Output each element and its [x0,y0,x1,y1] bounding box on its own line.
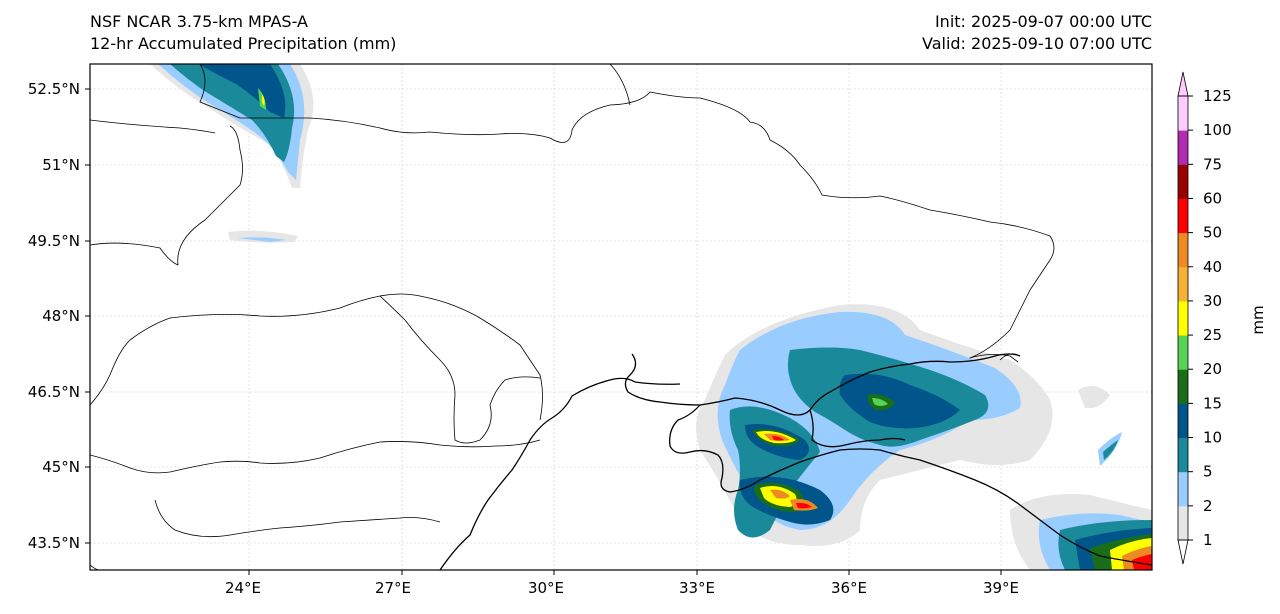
init-time: Init: 2025-09-07 00:00 UTC [934,12,1152,31]
colorbar-tick-label: 75 [1203,155,1222,173]
colorbar-tick-label: 2 [1203,497,1213,515]
lon-label: 33°E [679,579,715,597]
title-block-right: Init: 2025-09-07 00:00 UTC Valid: 2025-0… [922,11,1152,55]
colorbar-tick-label: 15 [1203,394,1222,412]
lat-label: 46.5°N [28,383,80,401]
lat-label: 48°N [42,307,80,325]
lat-label: 49.5°N [28,232,80,250]
lat-label: 51°N [42,156,80,174]
colorbar-tick-label: 40 [1203,258,1222,276]
colorbar-min-extend [1177,539,1189,565]
colorbar-segment [1178,232,1188,268]
lon-label: 30°E [528,579,564,597]
map-panel: 52.5°N 51°N 49.5°N 48°N 46.5°N 45°N 43.5… [28,63,1153,597]
colorbar-segment [1178,164,1188,199]
colorbar-segment [1178,198,1188,234]
lat-label: 52.5°N [28,80,80,98]
lon-axis: 24°E 27°E 30°E 33°E 36°E 39°E [225,570,1019,597]
precipitation-crimea-azov [696,304,1122,546]
coastlines [439,353,1152,570]
lat-label: 45°N [42,458,80,476]
colorbar-tick-label: 125 [1203,87,1232,105]
colorbar-tick-label: 5 [1203,463,1213,481]
colorbar-tick-label: 60 [1203,189,1222,207]
field-title: 12-hr Accumulated Precipitation (mm) [90,34,397,53]
colorbar-tick-label: 25 [1203,326,1222,344]
lon-label: 24°E [225,579,261,597]
lon-label: 27°E [375,579,411,597]
colorbar-tick-label: 100 [1203,121,1232,139]
colorbar-tick-label: 50 [1203,224,1222,242]
colorbar-unit-label: mm [1249,305,1267,334]
colorbar-segment [1178,505,1188,541]
colorbar-frame [1177,95,1189,541]
colorbar-segment [1178,403,1188,439]
precipitation-southeast [1010,494,1152,570]
colorbar-tick-label: 10 [1203,429,1222,447]
colorbar-segment [1178,335,1188,370]
valid-time: Valid: 2025-09-10 07:00 UTC [921,34,1152,53]
lon-label: 39°E [983,579,1019,597]
colorbar-tick-label: 1 [1203,531,1213,549]
colorbar-segment [1178,96,1188,131]
country-borders [90,64,1055,570]
colorbar-tick-label: 30 [1203,292,1222,310]
model-title: NSF NCAR 3.75-km MPAS-A [90,12,308,31]
precipitation-northwest [150,64,314,243]
lon-label: 36°E [831,579,867,597]
colorbar-segment [1178,369,1188,404]
colorbar-tick-label: 20 [1203,360,1222,378]
lat-axis: 52.5°N 51°N 49.5°N 48°N 46.5°N 45°N 43.5… [28,80,90,552]
colorbar-segment [1178,130,1188,165]
lat-label: 43.5°N [28,534,80,552]
colorbar-segment [1178,437,1188,473]
title-block-left: NSF NCAR 3.75-km MPAS-A 12-hr Accumulate… [90,11,396,55]
colorbar-segment [1178,266,1188,302]
map-frame [89,63,1153,571]
colorbar-segment [1178,471,1188,507]
colorbar-segments [1178,96,1188,541]
colorbar-segment [1178,300,1188,336]
colorbar-max-extend [1177,71,1189,97]
